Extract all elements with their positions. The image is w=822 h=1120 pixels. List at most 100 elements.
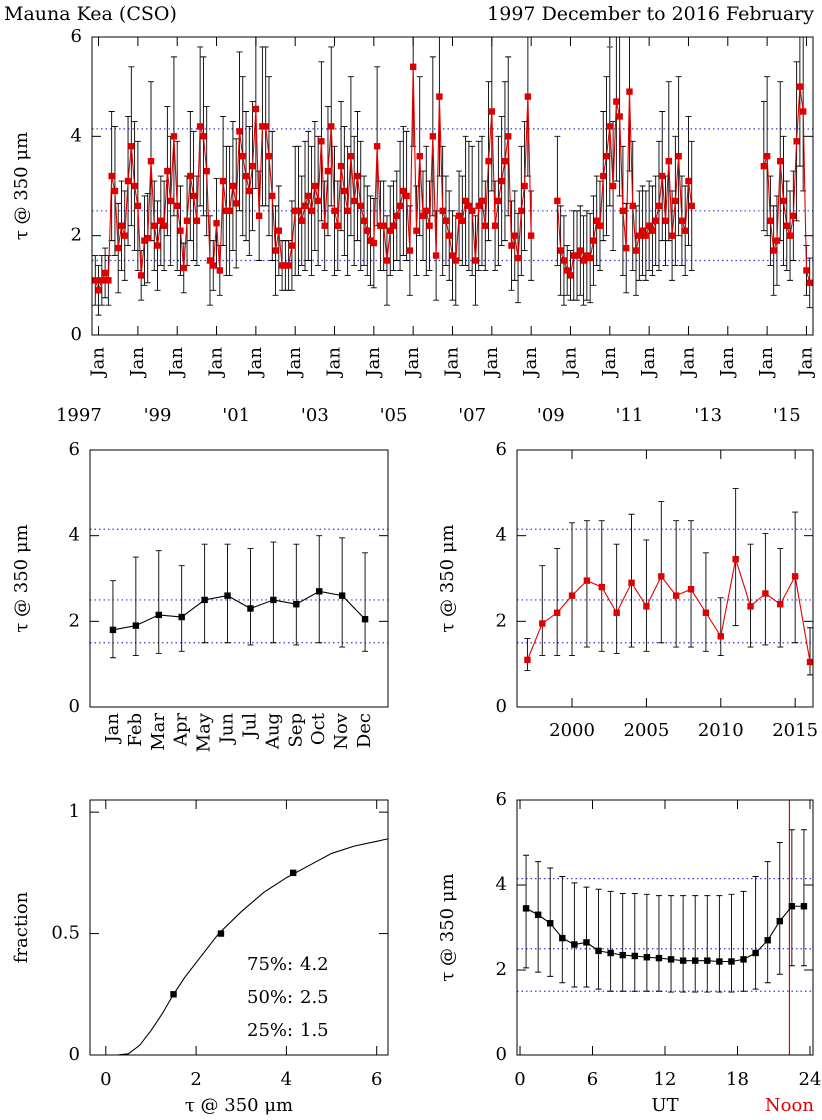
marker — [767, 217, 774, 224]
marker — [416, 153, 423, 160]
marker — [482, 222, 489, 229]
marker — [793, 138, 800, 145]
marker — [452, 257, 459, 264]
marker — [468, 207, 476, 215]
year-label: '03 — [301, 405, 329, 426]
quartile-label: 25%: — [247, 1020, 293, 1041]
marker — [282, 262, 289, 269]
marker — [252, 105, 260, 113]
error-bar — [643, 539, 650, 652]
marker — [583, 939, 590, 946]
marker — [501, 157, 509, 165]
x-tick-label: Jan — [88, 347, 109, 379]
marker — [272, 247, 279, 254]
y-tick-label: 0 — [496, 696, 507, 717]
marker — [147, 157, 155, 165]
marker — [403, 192, 410, 200]
marker — [559, 934, 566, 942]
marker — [331, 207, 338, 215]
x-tick-label: Jan — [363, 347, 384, 379]
series-line — [110, 838, 388, 1055]
error-bar — [293, 543, 300, 646]
x-tick-label: Jan — [127, 347, 148, 379]
error-bar — [362, 552, 369, 652]
marker — [134, 202, 142, 210]
x-tick-label: Mar — [148, 713, 169, 751]
error-bar — [132, 556, 139, 657]
marker — [255, 212, 263, 219]
error-bar — [658, 500, 665, 644]
error-bar — [688, 520, 695, 648]
error-bar — [339, 537, 346, 648]
marker — [200, 133, 207, 140]
marker — [249, 162, 256, 170]
marker — [344, 207, 351, 215]
error-bar — [569, 522, 576, 657]
marker — [655, 954, 663, 962]
marker — [747, 603, 754, 610]
error-bar — [613, 543, 620, 654]
error-bar — [583, 520, 590, 648]
error-bar — [716, 895, 723, 993]
marker — [596, 222, 604, 229]
marker — [439, 207, 446, 215]
plot-frame — [516, 799, 814, 1056]
marker — [740, 956, 747, 963]
x-tick-label: 0 — [514, 1069, 525, 1090]
error-bar — [777, 548, 784, 648]
marker — [619, 207, 627, 215]
error-bar — [762, 533, 769, 646]
y-tick-label: 2 — [71, 225, 82, 246]
marker — [462, 197, 469, 205]
marker — [101, 269, 109, 277]
y-tick-label: 2 — [496, 959, 507, 980]
marker — [495, 197, 502, 205]
marker — [465, 202, 473, 210]
marker — [631, 952, 638, 960]
x-tick-label: Jul — [239, 713, 260, 740]
marker — [328, 123, 335, 130]
y-tick-label: 0 — [69, 1044, 80, 1065]
marker — [629, 202, 636, 210]
marker — [115, 244, 122, 252]
x-tick-label: Nov — [331, 712, 352, 750]
y-tick-label: 0 — [71, 324, 82, 345]
marker — [341, 187, 348, 195]
marker — [259, 123, 266, 130]
year-label: '07 — [458, 405, 486, 426]
marker — [400, 187, 407, 195]
marker — [600, 172, 607, 180]
marker — [586, 254, 594, 262]
error-bar — [554, 548, 561, 657]
marker — [616, 113, 623, 120]
y-tick-label: 4 — [496, 525, 507, 546]
marker — [190, 192, 197, 200]
marker — [799, 108, 807, 115]
marker — [301, 202, 309, 210]
marker — [364, 227, 371, 234]
plot-area — [517, 800, 813, 1055]
marker — [124, 177, 132, 185]
marker — [642, 232, 650, 239]
x-tick-label: Jan — [324, 347, 345, 379]
marker — [688, 202, 695, 210]
plot-area — [110, 838, 388, 1055]
marker — [295, 207, 302, 215]
x-tick-label: Dec — [354, 713, 375, 748]
series-line — [112, 590, 366, 631]
marker — [564, 267, 571, 274]
marker — [334, 222, 341, 229]
marker — [354, 172, 361, 180]
marker — [803, 267, 810, 274]
marker — [357, 202, 364, 210]
x-tick-label: 6 — [371, 1069, 382, 1090]
series-line — [525, 905, 804, 963]
marker — [662, 217, 669, 224]
series-line — [526, 559, 811, 663]
marker — [219, 177, 227, 185]
marker — [668, 232, 676, 239]
marker — [370, 239, 378, 247]
year-label: '13 — [694, 405, 722, 426]
marker — [583, 577, 591, 584]
marker — [675, 153, 682, 160]
